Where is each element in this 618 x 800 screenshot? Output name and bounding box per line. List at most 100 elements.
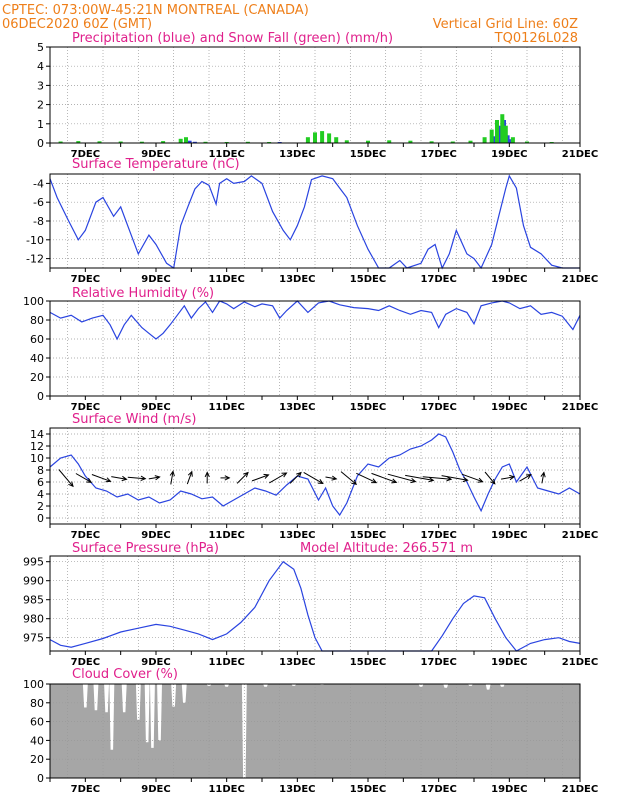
x-tick-label: 11DEC xyxy=(208,274,244,285)
y-tick-label: 100 xyxy=(23,295,44,308)
y-tick-label: 980 xyxy=(23,613,44,626)
x-tick-label: 19DEC xyxy=(491,402,527,413)
wind-arrow-head xyxy=(121,475,128,482)
plot-frame xyxy=(49,300,581,397)
wind-arrow-head xyxy=(296,471,302,478)
wind-arrow-head xyxy=(371,478,378,484)
y-tick-label: 2 xyxy=(37,99,44,112)
x-tick-label: 15DEC xyxy=(350,530,386,541)
y-tick-label: 0 xyxy=(37,512,44,525)
y-tick-label: 985 xyxy=(23,594,44,607)
wind-arrow xyxy=(325,475,338,481)
wind-arrow-head xyxy=(243,471,249,478)
x-tick-label: 9DEC xyxy=(141,657,170,668)
y-tick-label: 2 xyxy=(37,500,44,513)
wind-arrow-head xyxy=(446,476,453,482)
x-tick-label: 21DEC xyxy=(562,530,598,541)
wind-arrow-shaft xyxy=(236,472,249,484)
wind-arrow-head xyxy=(263,473,270,479)
precipitation-title: Precipitation (blue) and Snow Fall (gree… xyxy=(72,31,393,46)
wind-arrow xyxy=(303,471,324,484)
x-tick-label: 9DEC xyxy=(141,149,170,160)
series-line xyxy=(49,174,580,270)
y-tick-label: 0 xyxy=(37,772,44,785)
wind-arrow-head xyxy=(154,475,161,481)
wind-arrow xyxy=(236,471,249,484)
plot-frame xyxy=(49,46,581,144)
snow-bar xyxy=(97,141,102,143)
wind-arrow-head xyxy=(169,470,175,477)
wind-arrow xyxy=(251,473,270,482)
snow-bar xyxy=(408,140,413,143)
wind-arrow xyxy=(127,475,147,481)
x-tick-label: 15DEC xyxy=(350,274,386,285)
snow-bar xyxy=(305,137,310,143)
y-tick-label: 60 xyxy=(30,333,44,346)
x-tick-label: 7DEC xyxy=(71,402,100,413)
wind-arrow-shaft xyxy=(269,472,287,484)
wind-arrow xyxy=(461,473,484,483)
wind-arrow-shaft xyxy=(251,474,269,482)
wind-arrow xyxy=(519,474,532,482)
x-tick-label: 21DEC xyxy=(562,274,598,285)
wind-arrow-shaft xyxy=(356,472,377,484)
wind-arrow-shaft xyxy=(441,475,468,481)
snow-bar xyxy=(344,140,349,143)
x-tick-label: 13DEC xyxy=(279,784,315,795)
y-tick-label: 0 xyxy=(37,137,44,150)
wind-arrow-head xyxy=(540,471,546,478)
wind-arrow-shaft xyxy=(186,471,193,485)
wind-arrow-head xyxy=(105,477,112,483)
header-model-code: TQ0126L028 xyxy=(494,31,578,46)
wind-arrow xyxy=(387,473,417,484)
wind-arrow xyxy=(58,469,74,488)
x-tick-label: 15DEC xyxy=(350,149,386,160)
x-tick-label: 9DEC xyxy=(141,402,170,413)
x-tick-label: 17DEC xyxy=(420,402,456,413)
wind-arrow-shaft xyxy=(148,476,160,480)
snow-bar xyxy=(118,141,123,143)
wind-arrow-head xyxy=(391,478,398,484)
temperature-panel: Surface Temperature (nC) -12 -10 -8 -6 -4 7DE… xyxy=(26,157,598,285)
snow-bar xyxy=(387,140,392,143)
y-tick-label: 60 xyxy=(30,716,44,729)
wind-arrow-shaft xyxy=(501,476,515,480)
x-tick-label: 15DEC xyxy=(350,402,386,413)
wind-arrow xyxy=(501,474,516,481)
x-tick-label: 17DEC xyxy=(420,657,456,668)
y-tick-label: -6 xyxy=(33,196,44,209)
y-tick-label: 10 xyxy=(30,452,44,465)
snow-bar xyxy=(525,141,529,143)
x-tick-label: 19DEC xyxy=(491,149,527,160)
pressure-title: Surface Pressure (hPa) xyxy=(72,541,219,556)
x-tick-label: 21DEC xyxy=(562,657,598,668)
wind-arrow-shaft xyxy=(58,469,74,487)
wind-arrow xyxy=(540,471,546,484)
y-tick-label: 100 xyxy=(23,678,44,691)
x-tick-label: 13DEC xyxy=(279,274,315,285)
x-tick-label: 21DEC xyxy=(562,784,598,795)
y-tick-label: 990 xyxy=(23,575,44,588)
wind-arrow-shaft xyxy=(303,471,324,484)
y-tick-label: -12 xyxy=(26,253,44,266)
wind-arrow xyxy=(204,471,210,484)
y-tick-label: 5 xyxy=(37,41,44,54)
snow-bar xyxy=(503,125,508,143)
y-tick-label: 4 xyxy=(37,60,44,73)
x-tick-label: 7DEC xyxy=(71,657,100,668)
pressure-panel: Surface Pressure (hPa) Model Altitude: 2… xyxy=(23,541,598,668)
snow-bar xyxy=(161,141,166,143)
x-tick-label: 7DEC xyxy=(71,784,100,795)
snow-bar xyxy=(313,132,317,143)
snow-bar xyxy=(450,141,455,143)
series-line xyxy=(49,560,581,652)
wind-arrow-head xyxy=(410,478,417,484)
wind-arrow-shaft xyxy=(325,476,337,480)
plot-frame xyxy=(49,555,581,652)
snow-bar xyxy=(203,141,208,143)
wind-arrow-head xyxy=(477,477,484,483)
x-tick-label: 15DEC xyxy=(350,784,386,795)
wind-arrow-shaft xyxy=(75,473,92,483)
wind-arrow-head xyxy=(509,474,516,481)
y-tick-label: -10 xyxy=(26,234,44,247)
